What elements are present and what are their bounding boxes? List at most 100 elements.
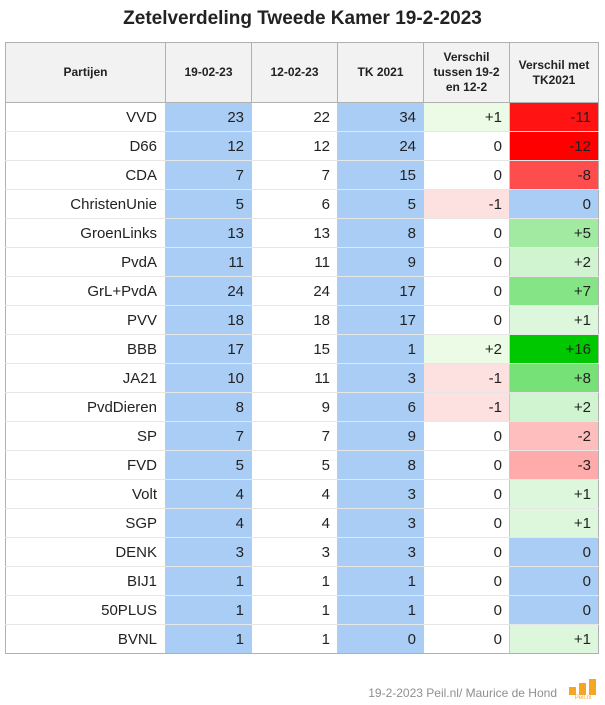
seats-tk2021: 1 [337, 595, 424, 625]
diff-tk2021: +5 [509, 218, 599, 248]
seats-12-02-23: 7 [251, 421, 338, 451]
header-diff-week: Verschil tussen 19-2 en 12-2 [423, 42, 510, 103]
header-tk2021: TK 2021 [337, 42, 424, 103]
footer-credit: 19-2-2023 Peil.nl/ Maurice de Hond [368, 686, 557, 700]
table-row: ChristenUnie 5 6 5 -1 0 [5, 189, 599, 219]
seats-tk2021: 15 [337, 160, 424, 190]
seats-19-02-23: 18 [165, 305, 252, 335]
diff-week: 0 [423, 537, 510, 567]
seats-tk2021: 3 [337, 479, 424, 509]
diff-tk2021: -2 [509, 421, 599, 451]
diff-week: +1 [423, 102, 510, 132]
seats-12-02-23: 12 [251, 131, 338, 161]
diff-week: 0 [423, 624, 510, 654]
diff-tk2021: -11 [509, 102, 599, 132]
diff-tk2021: +2 [509, 247, 599, 277]
diff-tk2021: +7 [509, 276, 599, 306]
diff-tk2021: -8 [509, 160, 599, 190]
seats-19-02-23: 4 [165, 479, 252, 509]
logo-bar [569, 687, 576, 695]
seats-19-02-23: 3 [165, 537, 252, 567]
diff-tk2021: +1 [509, 479, 599, 509]
diff-tk2021: 0 [509, 537, 599, 567]
seats-19-02-23: 7 [165, 160, 252, 190]
seats-tk2021: 5 [337, 189, 424, 219]
table-body: VVD 23 22 34 +1 -11 D66 12 12 24 0 -12 CDA 7 7 15 0 -8 Chr… [5, 102, 599, 654]
header-party: Partijen [5, 42, 166, 103]
seats-tk2021: 9 [337, 421, 424, 451]
seats-19-02-23: 17 [165, 334, 252, 364]
header-date-1: 19-02-23 [165, 42, 252, 103]
seats-12-02-23: 15 [251, 334, 338, 364]
diff-week: -1 [423, 189, 510, 219]
diff-week: 0 [423, 450, 510, 480]
party-name: BBB [5, 334, 166, 364]
table-row: GroenLinks 13 13 8 0 +5 [5, 218, 599, 248]
party-name: D66 [5, 131, 166, 161]
seats-12-02-23: 13 [251, 218, 338, 248]
party-name: SP [5, 421, 166, 451]
diff-week: 0 [423, 508, 510, 538]
seats-19-02-23: 10 [165, 363, 252, 393]
party-name: PVV [5, 305, 166, 335]
party-name: CDA [5, 160, 166, 190]
party-name: PvdDieren [5, 392, 166, 422]
seats-12-02-23: 24 [251, 276, 338, 306]
party-name: Volt [5, 479, 166, 509]
diff-week: 0 [423, 218, 510, 248]
table-row: BIJ1 1 1 1 0 0 [5, 566, 599, 596]
table-row: GrL+PvdA 24 24 17 0 +7 [5, 276, 599, 306]
diff-tk2021: +1 [509, 624, 599, 654]
party-name: FVD [5, 450, 166, 480]
seats-12-02-23: 3 [251, 537, 338, 567]
seats-tk2021: 1 [337, 334, 424, 364]
seats-tk2021: 0 [337, 624, 424, 654]
diff-week: 0 [423, 421, 510, 451]
seats-12-02-23: 7 [251, 160, 338, 190]
diff-week: 0 [423, 305, 510, 335]
seats-19-02-23: 4 [165, 508, 252, 538]
diff-tk2021: 0 [509, 566, 599, 596]
diff-tk2021: +16 [509, 334, 599, 364]
seats-tk2021: 24 [337, 131, 424, 161]
seats-tk2021: 9 [337, 247, 424, 277]
diff-week: -1 [423, 363, 510, 393]
party-name: ChristenUnie [5, 189, 166, 219]
diff-week: 0 [423, 566, 510, 596]
party-name: GrL+PvdA [5, 276, 166, 306]
seats-19-02-23: 5 [165, 189, 252, 219]
table-row: PvdDieren 8 9 6 -1 +2 [5, 392, 599, 422]
table-row: D66 12 12 24 0 -12 [5, 131, 599, 161]
header-row: Partijen 19-02-23 12-02-23 TK 2021 Versc… [5, 42, 599, 103]
table-row: FVD 5 5 8 0 -3 [5, 450, 599, 480]
seats-19-02-23: 1 [165, 595, 252, 625]
diff-week: 0 [423, 595, 510, 625]
seats-12-02-23: 22 [251, 102, 338, 132]
party-name: 50PLUS [5, 595, 166, 625]
diff-week: -1 [423, 392, 510, 422]
diff-tk2021: -3 [509, 450, 599, 480]
table-row: BBB 17 15 1 +2 +16 [5, 334, 599, 364]
party-name: JA21 [5, 363, 166, 393]
party-name: PvdA [5, 247, 166, 277]
table-row: 50PLUS 1 1 1 0 0 [5, 595, 599, 625]
diff-week: 0 [423, 160, 510, 190]
seats-12-02-23: 11 [251, 363, 338, 393]
diff-tk2021: +1 [509, 305, 599, 335]
seats-19-02-23: 7 [165, 421, 252, 451]
seats-tk2021: 3 [337, 363, 424, 393]
seats-tk2021: 3 [337, 537, 424, 567]
party-name: BVNL [5, 624, 166, 654]
seats-tk2021: 6 [337, 392, 424, 422]
seats-tk2021: 8 [337, 218, 424, 248]
diff-week: 0 [423, 276, 510, 306]
seats-19-02-23: 13 [165, 218, 252, 248]
seats-tk2021: 34 [337, 102, 424, 132]
seats-12-02-23: 11 [251, 247, 338, 277]
party-name: DENK [5, 537, 166, 567]
table-row: CDA 7 7 15 0 -8 [5, 160, 599, 190]
party-name: SGP [5, 508, 166, 538]
party-name: VVD [5, 102, 166, 132]
header-diff-tk: Verschil met TK2021 [509, 42, 599, 103]
diff-week: 0 [423, 479, 510, 509]
